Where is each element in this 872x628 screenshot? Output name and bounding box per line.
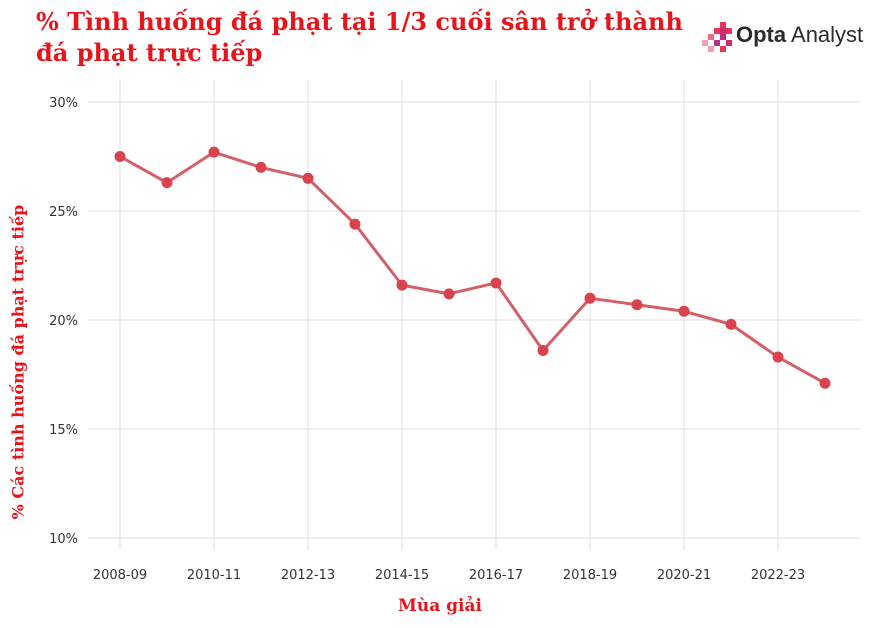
x-tick-label: 2022-23 [751, 568, 805, 583]
opta-analyst-logo: Opta Analyst [700, 20, 863, 54]
data-point [537, 345, 549, 357]
y-axis-ticks: 10% 15% 20% 25% 30% [49, 96, 78, 547]
data-point [396, 279, 408, 291]
data-point [819, 377, 831, 389]
y-axis-label: % Các tình huống đá phạt trực tiếp [8, 204, 28, 520]
x-tick-label: 2008-09 [93, 568, 147, 583]
data-point [725, 318, 737, 330]
brand-name-rest: Analyst [786, 22, 864, 47]
x-axis-ticks: 2008-09 2010-11 2012-13 2014-15 2016-17 2018-… [93, 568, 805, 583]
x-tick-label: 2018-19 [563, 568, 617, 583]
data-point [255, 161, 267, 173]
data-point [584, 292, 596, 304]
y-tick-label: 25% [49, 205, 78, 220]
opta-pixel-logo-icon [702, 22, 732, 52]
chart-grid [88, 80, 860, 550]
data-point [302, 172, 314, 184]
data-point [208, 146, 220, 158]
x-tick-label: 2020-21 [657, 568, 711, 583]
data-point [443, 288, 455, 300]
brand-name: Opta Analyst [736, 22, 863, 48]
brand-name-bold: Opta [736, 22, 787, 47]
y-tick-label: 30% [49, 96, 78, 111]
series-line [118, 150, 827, 385]
y-tick-label: 10% [49, 532, 78, 547]
x-tick-label: 2012-13 [281, 568, 335, 583]
data-point [772, 351, 784, 363]
x-tick-label: 2014-15 [375, 568, 429, 583]
x-tick-label: 2016-17 [469, 568, 523, 583]
data-point [678, 305, 690, 317]
data-series [114, 146, 831, 389]
y-tick-label: 15% [49, 423, 78, 438]
chart-title: % Tình huống đá phạt tại 1/3 cuối sân tr… [36, 7, 683, 67]
data-point [490, 277, 502, 289]
data-point [161, 177, 173, 189]
y-tick-label: 20% [49, 314, 78, 329]
data-point [631, 299, 643, 311]
x-axis-label: Mùa giải [398, 596, 482, 616]
x-tick-label: 2010-11 [187, 568, 241, 583]
data-point [349, 218, 361, 230]
data-point [114, 151, 126, 162]
